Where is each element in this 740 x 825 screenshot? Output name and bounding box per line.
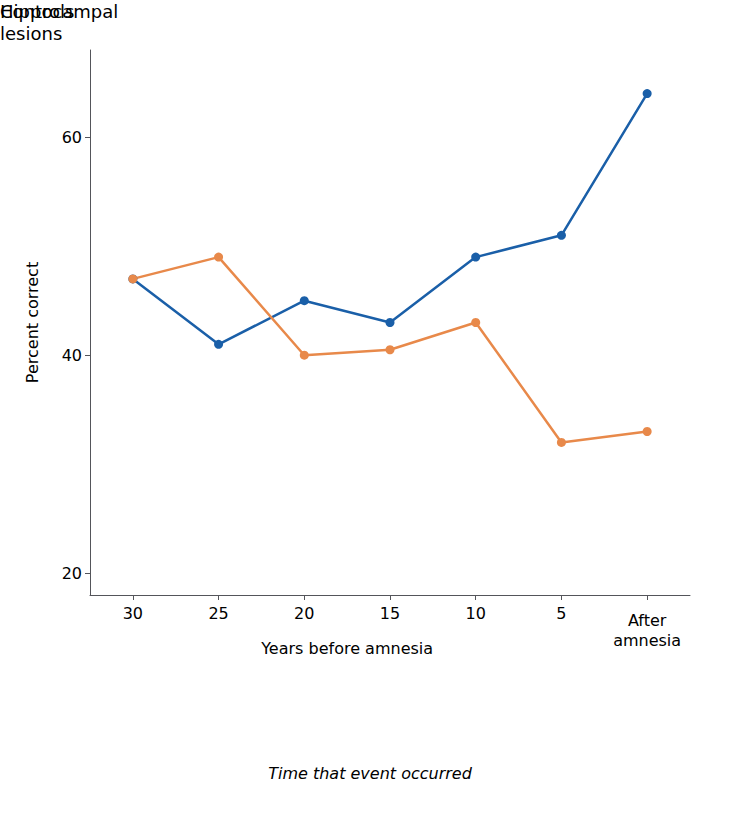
svg-text:20: 20	[62, 564, 82, 583]
svg-text:30: 30	[123, 604, 143, 623]
svg-text:5: 5	[556, 604, 566, 623]
svg-text:15: 15	[380, 604, 400, 623]
svg-text:20: 20	[294, 604, 314, 623]
svg-text:40: 40	[62, 346, 82, 365]
svg-text:amnesia: amnesia	[613, 631, 681, 650]
svg-text:Time that event occurred: Time that event occurred	[268, 764, 472, 783]
svg-text:Percent correct: Percent correct	[23, 262, 42, 383]
svg-text:Hippocampal: Hippocampal	[0, 1, 118, 22]
svg-text:10: 10	[466, 604, 486, 623]
svg-text:Years before amnesia: Years before amnesia	[260, 639, 433, 658]
svg-text:lesions: lesions	[0, 23, 62, 44]
svg-text:25: 25	[208, 604, 228, 623]
svg-text:After: After	[628, 611, 667, 630]
svg-text:60: 60	[62, 128, 82, 147]
